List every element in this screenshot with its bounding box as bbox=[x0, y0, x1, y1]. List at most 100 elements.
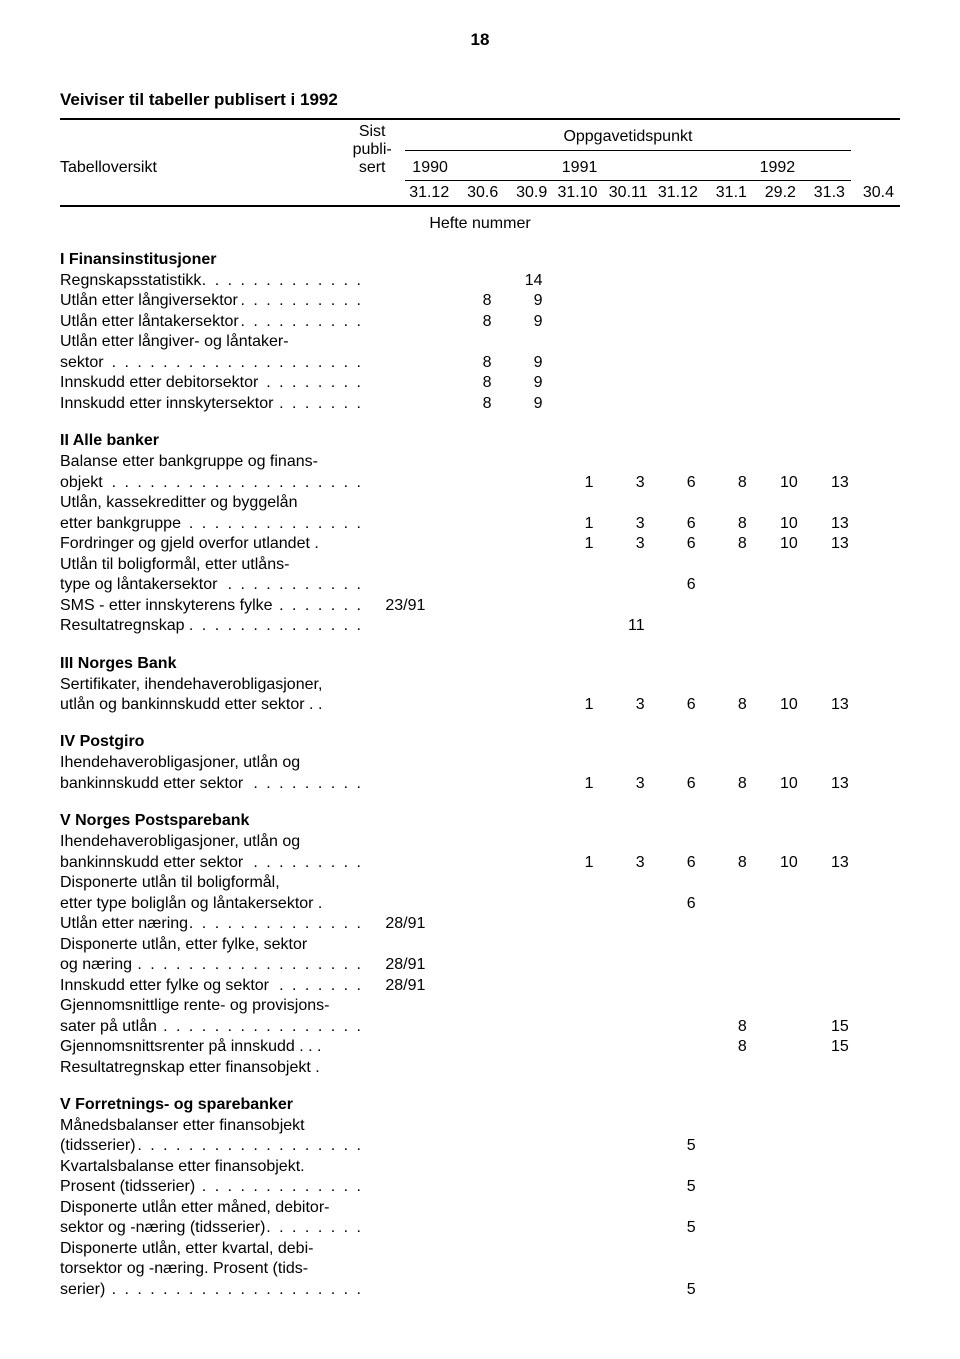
table-row: Balanse etter bankgruppe og finans- bbox=[60, 452, 900, 472]
data-cell bbox=[543, 575, 594, 595]
data-cell bbox=[594, 353, 645, 373]
data-cell bbox=[543, 914, 594, 934]
data-cell: 3 bbox=[594, 534, 645, 554]
data-cell bbox=[747, 976, 798, 996]
data-cell bbox=[440, 596, 491, 616]
data-cell: 1 bbox=[543, 774, 594, 794]
data-cell bbox=[798, 1116, 849, 1136]
hefte-nummer: Hefte nummer bbox=[60, 209, 900, 233]
row-label: bankinnskudd etter sektor bbox=[60, 774, 370, 794]
data-cell bbox=[440, 575, 491, 595]
table-row: Utlån, kassekreditter og byggelån bbox=[60, 493, 900, 513]
data-cell bbox=[440, 914, 491, 934]
table-row: sater på utlån815 bbox=[60, 1017, 900, 1037]
data-cell bbox=[594, 312, 645, 332]
data-cell bbox=[543, 353, 594, 373]
data-cell bbox=[491, 695, 542, 715]
data-cell bbox=[798, 493, 849, 513]
data-cell: 3 bbox=[594, 695, 645, 715]
data-cell: 13 bbox=[798, 695, 849, 715]
data-cell bbox=[849, 394, 900, 414]
row-label: sater på utlån bbox=[60, 1017, 370, 1037]
row-label: Månedsbalanser etter finansobjekt bbox=[60, 1116, 370, 1136]
sist-cell bbox=[370, 271, 440, 291]
data-cell: 13 bbox=[798, 534, 849, 554]
data-cell bbox=[440, 894, 491, 914]
data-cell bbox=[747, 555, 798, 575]
data-cell bbox=[849, 1157, 900, 1177]
data-cell bbox=[849, 935, 900, 955]
data-cell bbox=[594, 1136, 645, 1156]
data-cell bbox=[543, 753, 594, 773]
row-label: bankinnskudd etter sektor bbox=[60, 853, 370, 873]
data-cell bbox=[747, 291, 798, 311]
data-cell bbox=[594, 1280, 645, 1300]
col-3011: 30.11 bbox=[604, 183, 654, 203]
data-cell bbox=[849, 914, 900, 934]
data-cell bbox=[543, 452, 594, 472]
data-cell bbox=[440, 1116, 491, 1136]
data-cell bbox=[491, 1177, 542, 1197]
data-cell bbox=[491, 873, 542, 893]
row-label: Ihendehaverobligasjoner, utlån og bbox=[60, 832, 370, 852]
data-cell bbox=[594, 1017, 645, 1037]
data-cell bbox=[440, 555, 491, 575]
data-cell bbox=[849, 1058, 900, 1078]
data-cell: 3 bbox=[594, 473, 645, 493]
sist-cell: 23/91 bbox=[370, 596, 440, 616]
year-1992: 1992 bbox=[704, 153, 851, 178]
data-cell bbox=[543, 394, 594, 414]
data-cell bbox=[594, 894, 645, 914]
row-label: Utlån etter næring bbox=[60, 914, 370, 934]
data-cell: 3 bbox=[594, 774, 645, 794]
sist-cell bbox=[370, 575, 440, 595]
data-cell bbox=[849, 291, 900, 311]
data-cell bbox=[849, 575, 900, 595]
data-cell bbox=[594, 832, 645, 852]
data-cell bbox=[440, 695, 491, 715]
data-cell bbox=[543, 1116, 594, 1136]
data-cell: 9 bbox=[491, 373, 542, 393]
data-cell bbox=[849, 452, 900, 472]
data-cell: 6 bbox=[645, 774, 696, 794]
data-cell bbox=[696, 1280, 747, 1300]
data-cell bbox=[696, 555, 747, 575]
data-cell bbox=[849, 1136, 900, 1156]
data-cell bbox=[491, 1116, 542, 1136]
data-cell bbox=[645, 616, 696, 636]
sist-cell bbox=[370, 332, 440, 352]
data-cell bbox=[543, 596, 594, 616]
sist-cell bbox=[370, 1157, 440, 1177]
data-cell bbox=[696, 596, 747, 616]
data-cell bbox=[594, 873, 645, 893]
row-label: Prosent (tidsserier) bbox=[60, 1177, 370, 1197]
data-cell bbox=[696, 1116, 747, 1136]
row-label: Utlån etter långiver- og låntaker- bbox=[60, 332, 370, 352]
data-cell bbox=[747, 955, 798, 975]
data-cell bbox=[696, 291, 747, 311]
row-label: Disponerte utlån, etter kvartal, debi- bbox=[60, 1239, 370, 1259]
data-cell bbox=[491, 596, 542, 616]
data-cell bbox=[645, 675, 696, 695]
data-cell: 8 bbox=[440, 373, 491, 393]
data-cell bbox=[491, 894, 542, 914]
section-title: V Forretnings- og sparebanker bbox=[60, 1096, 900, 1114]
data-cell bbox=[849, 332, 900, 352]
data-cell bbox=[798, 373, 849, 393]
data-cell bbox=[645, 1259, 696, 1279]
data-cell bbox=[696, 1136, 747, 1156]
data-cell bbox=[491, 616, 542, 636]
data-cell bbox=[543, 291, 594, 311]
data-cell bbox=[798, 271, 849, 291]
data-cell bbox=[594, 452, 645, 472]
data-cell bbox=[798, 1136, 849, 1156]
rule-top bbox=[60, 118, 900, 120]
oppgavetidspunkt-label: Oppgavetidspunkt bbox=[405, 122, 851, 147]
data-cell bbox=[594, 753, 645, 773]
data-cell: 15 bbox=[798, 1037, 849, 1057]
data-cell bbox=[849, 353, 900, 373]
table-row: objekt13681013 bbox=[60, 473, 900, 493]
sist-cell bbox=[370, 312, 440, 332]
data-cell bbox=[696, 616, 747, 636]
data-cell bbox=[798, 353, 849, 373]
